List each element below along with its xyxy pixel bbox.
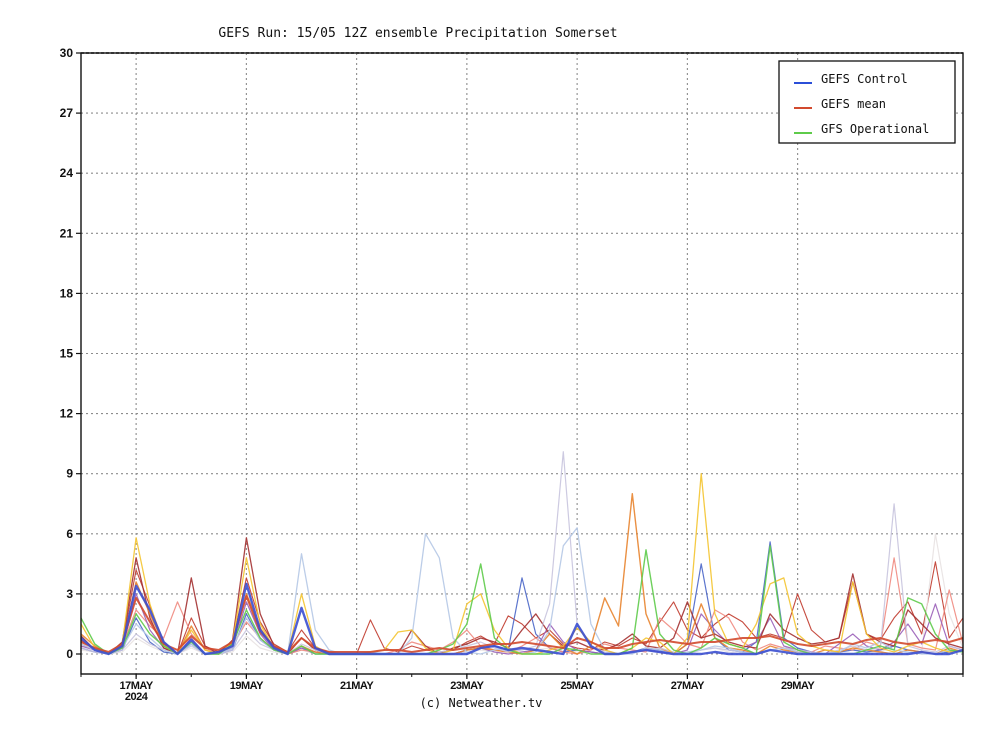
- x-tick-label: 29MAY: [781, 680, 815, 692]
- y-tick-label: 9: [66, 467, 73, 481]
- x-tick-label: 27MAY: [671, 680, 705, 692]
- series-line: [80, 541, 964, 655]
- y-tick-label: 24: [60, 166, 74, 180]
- x-tick-label: 19MAY: [230, 680, 264, 692]
- series-line: [80, 473, 964, 655]
- legend-label: GEFS mean: [821, 97, 886, 111]
- y-tick-label: 27: [60, 106, 74, 120]
- series-line: [80, 557, 964, 655]
- y-tick-label: 18: [60, 286, 74, 300]
- y-tick-label: 6: [66, 527, 73, 541]
- legend: GEFS Control GEFS mean GFS Operational: [778, 60, 956, 144]
- series-line: [80, 545, 964, 655]
- y-tick-label: 12: [60, 407, 74, 421]
- x-tick-sublabel: 2024: [125, 691, 149, 703]
- series-line: [80, 594, 964, 653]
- y-tick-label: 30: [60, 46, 74, 60]
- series-line: [80, 537, 964, 655]
- legend-label: GFS Operational: [821, 122, 929, 136]
- legend-box: [778, 60, 956, 144]
- y-tick-label: 15: [60, 347, 74, 361]
- y-tick-label: 0: [66, 647, 73, 661]
- x-tick-label: 23MAY: [450, 680, 484, 692]
- y-tick-label: 21: [60, 226, 74, 240]
- x-tick-label: 25MAY: [561, 680, 595, 692]
- x-tick-label: 17MAY: [120, 680, 154, 692]
- legend-label: GEFS Control: [821, 72, 908, 86]
- series-layer: [80, 451, 964, 656]
- series-line: [80, 451, 964, 655]
- y-tick-label: 3: [66, 587, 73, 601]
- credit-text: (c) Netweather.tv: [420, 696, 543, 710]
- series-line: [80, 582, 964, 656]
- x-tick-label: 21MAY: [340, 680, 374, 692]
- chart-title: GEFS Run: 15/05 12Z ensemble Precipitati…: [218, 26, 617, 41]
- series-line: [80, 527, 964, 655]
